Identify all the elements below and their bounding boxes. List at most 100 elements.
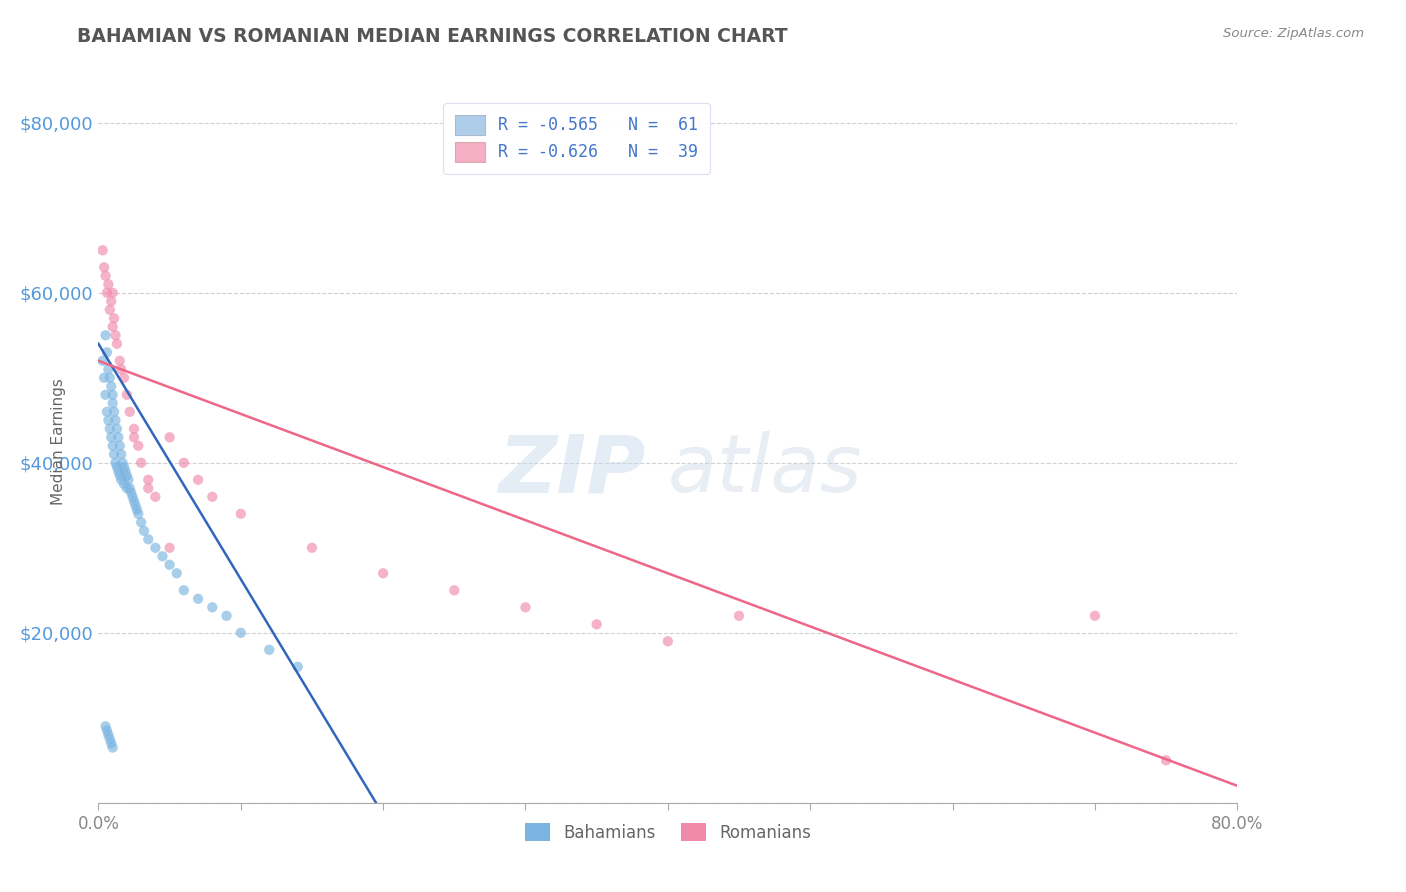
Point [132, 524, 155, 538]
Point [108, 353, 131, 368]
Point [187, 591, 209, 606]
Point [124, 498, 146, 512]
Point [159, 558, 181, 572]
Text: Source: ZipAtlas.com: Source: ZipAtlas.com [1223, 27, 1364, 40]
Point [101, 388, 124, 402]
Point [145, 541, 167, 555]
Point [100, 736, 122, 750]
Point [101, 319, 124, 334]
Point [110, 473, 132, 487]
Point [104, 328, 127, 343]
Point [120, 485, 142, 500]
Point [103, 405, 125, 419]
Point [371, 566, 394, 581]
Point [585, 617, 607, 632]
Point [103, 311, 125, 326]
Point [301, 541, 323, 555]
Point [215, 608, 238, 623]
Point [129, 516, 152, 530]
Point [105, 422, 128, 436]
Point [101, 396, 124, 410]
Point [201, 600, 224, 615]
Point [136, 533, 159, 547]
Point [105, 460, 128, 475]
Point [1154, 753, 1177, 767]
Point [112, 371, 135, 385]
Point [187, 473, 209, 487]
Point [104, 413, 127, 427]
Point [98, 422, 121, 436]
Point [100, 430, 122, 444]
Point [97, 277, 120, 292]
Point [159, 541, 181, 555]
Point [115, 468, 138, 483]
Point [98, 302, 121, 317]
Point [173, 583, 195, 598]
Point [97, 413, 120, 427]
Point [94, 268, 117, 283]
Point [101, 285, 124, 300]
Point [115, 388, 138, 402]
Point [110, 362, 132, 376]
Point [112, 477, 135, 491]
Point [122, 422, 145, 436]
Point [515, 600, 537, 615]
Point [136, 481, 159, 495]
Point [98, 371, 121, 385]
Point [96, 345, 118, 359]
Point [101, 439, 124, 453]
Point [100, 294, 122, 309]
Point [98, 732, 121, 747]
Point [166, 566, 188, 581]
Point [96, 285, 118, 300]
Point [118, 481, 141, 495]
Text: BAHAMIAN VS ROMANIAN MEDIAN EARNINGS CORRELATION CHART: BAHAMIAN VS ROMANIAN MEDIAN EARNINGS COR… [77, 27, 787, 45]
Point [110, 447, 132, 461]
Point [657, 634, 679, 648]
Point [97, 728, 120, 742]
Point [145, 490, 167, 504]
Point [127, 439, 149, 453]
Point [91, 353, 114, 368]
Point [101, 740, 124, 755]
Point [111, 456, 134, 470]
Point [115, 481, 138, 495]
Point [94, 719, 117, 733]
Point [93, 260, 115, 275]
Point [97, 362, 120, 376]
Point [96, 405, 118, 419]
Point [129, 456, 152, 470]
Text: atlas: atlas [668, 432, 863, 509]
Point [91, 244, 114, 258]
Point [118, 405, 141, 419]
Point [159, 430, 181, 444]
Point [287, 660, 309, 674]
Point [108, 468, 131, 483]
Text: ZIP: ZIP [498, 432, 645, 509]
Point [100, 379, 122, 393]
Point [259, 642, 281, 657]
Point [173, 456, 195, 470]
Point [94, 388, 117, 402]
Point [121, 490, 143, 504]
Point [122, 430, 145, 444]
Point [1084, 608, 1107, 623]
Legend: Bahamians, Romanians: Bahamians, Romanians [519, 817, 817, 848]
Point [105, 336, 128, 351]
Point [136, 473, 159, 487]
Point [112, 460, 135, 475]
Point [122, 494, 145, 508]
Point [201, 490, 224, 504]
Text: Median Earnings: Median Earnings [51, 378, 66, 505]
Point [107, 430, 129, 444]
Point [152, 549, 174, 564]
Point [728, 608, 751, 623]
Point [103, 447, 125, 461]
Point [93, 371, 115, 385]
Point [117, 473, 139, 487]
Point [96, 723, 118, 738]
Point [94, 328, 117, 343]
Point [104, 456, 127, 470]
Point [114, 464, 136, 478]
Point [127, 507, 149, 521]
